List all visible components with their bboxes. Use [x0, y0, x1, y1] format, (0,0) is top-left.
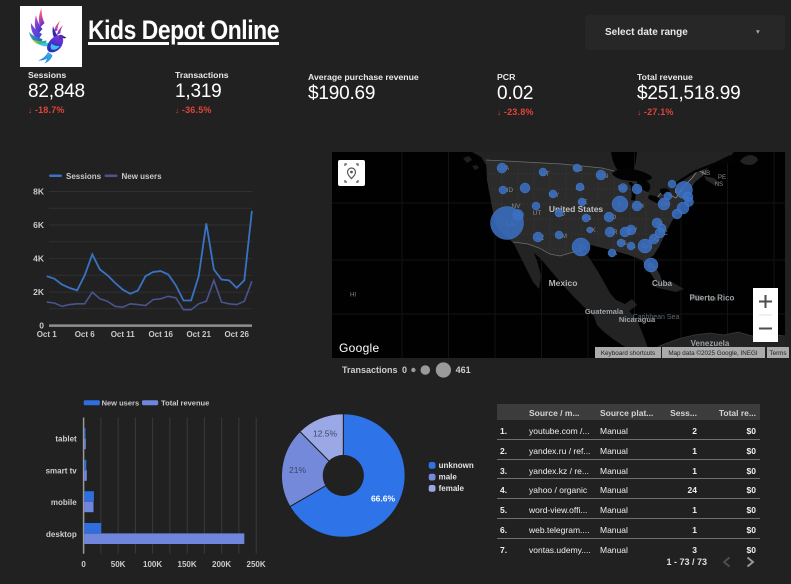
svg-text:21%: 21% — [289, 465, 306, 475]
svg-text:Sessions: Sessions — [66, 172, 102, 181]
svg-text:mobile: mobile — [51, 498, 77, 507]
svg-text:150K: 150K — [178, 560, 197, 569]
svg-text:Keyboard shortcuts: Keyboard shortcuts — [601, 350, 655, 357]
svg-text:Guatemala: Guatemala — [585, 307, 624, 316]
svg-text:smart tv: smart tv — [46, 467, 78, 476]
svg-text:tablet: tablet — [55, 435, 77, 444]
svg-text:NV: NV — [511, 203, 521, 210]
svg-text:ID: ID — [507, 187, 514, 194]
svg-text:Total revenue: Total revenue — [161, 399, 209, 408]
svg-text:Caribbean Sea: Caribbean Sea — [633, 314, 680, 321]
svg-text:New users: New users — [122, 172, 163, 181]
svg-text:Nicaragua: Nicaragua — [619, 315, 656, 324]
svg-text:Oct 6: Oct 6 — [75, 330, 96, 339]
svg-text:Mexico: Mexico — [549, 278, 578, 288]
svg-text:8K: 8K — [33, 187, 45, 197]
svg-text:4K: 4K — [33, 254, 45, 264]
svg-text:desktop: desktop — [46, 530, 77, 539]
svg-text:New users: New users — [102, 399, 140, 408]
svg-text:Oct 16: Oct 16 — [148, 330, 173, 339]
svg-text:male: male — [439, 473, 458, 482]
svg-text:0: 0 — [39, 321, 44, 331]
svg-text:6K: 6K — [33, 220, 45, 230]
svg-text:50K: 50K — [111, 560, 126, 569]
svg-text:66.6%: 66.6% — [371, 494, 396, 504]
svg-text:12.5%: 12.5% — [313, 429, 338, 439]
svg-text:UT: UT — [533, 210, 542, 217]
svg-text:Terms: Terms — [769, 350, 786, 357]
svg-text:NB: NB — [702, 171, 710, 177]
svg-text:unknown: unknown — [439, 461, 474, 470]
svg-text:female: female — [439, 484, 465, 493]
svg-text:Oct 21: Oct 21 — [186, 330, 211, 339]
svg-text:Cuba: Cuba — [652, 279, 673, 288]
svg-text:Transactions: Transactions — [342, 365, 398, 375]
svg-text:0: 0 — [81, 560, 86, 569]
svg-text:100K: 100K — [143, 560, 162, 569]
svg-text:Oct 11: Oct 11 — [111, 330, 136, 339]
svg-text:Google: Google — [339, 341, 380, 355]
svg-text:NS: NS — [715, 182, 723, 188]
svg-text:250K: 250K — [247, 560, 266, 569]
svg-text:Puerto Rico: Puerto Rico — [690, 294, 735, 303]
svg-text:Oct 26: Oct 26 — [224, 330, 249, 339]
svg-text:HI: HI — [350, 293, 356, 299]
svg-text:PE: PE — [718, 175, 726, 181]
svg-text:Venezuela: Venezuela — [691, 339, 730, 348]
svg-text:United States: United States — [549, 204, 604, 214]
svg-text:2K: 2K — [33, 287, 45, 297]
svg-text:Map data ©2025 Google, INEGI: Map data ©2025 Google, INEGI — [668, 349, 758, 357]
svg-text:461: 461 — [456, 365, 471, 375]
svg-text:200K: 200K — [212, 560, 231, 569]
svg-text:0: 0 — [402, 365, 407, 375]
svg-text:Oct 1: Oct 1 — [37, 330, 58, 339]
